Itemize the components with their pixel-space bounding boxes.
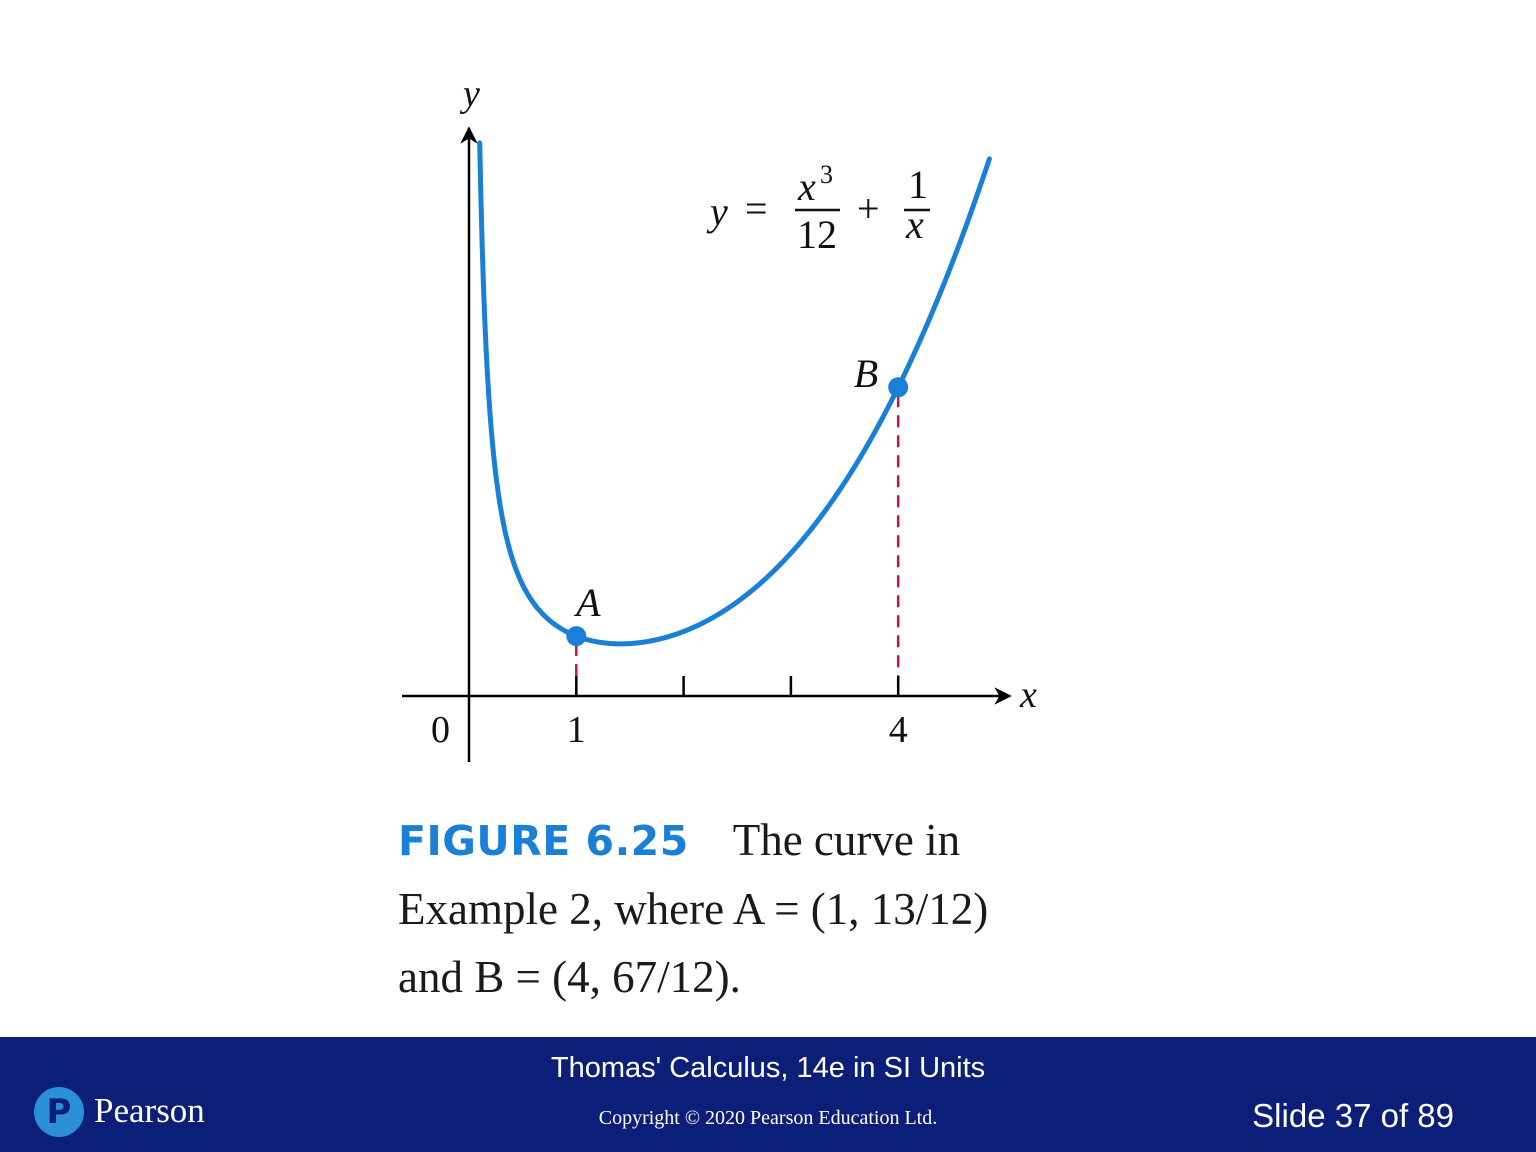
eq-num1-exp: 3	[820, 160, 833, 189]
caption-line-3: and B = (4, 67/12).	[398, 952, 741, 1002]
eq-lhs: y	[706, 189, 728, 234]
eq-equals: =	[745, 186, 768, 231]
x-axis-ticks	[575, 676, 900, 696]
eq-plus: +	[857, 186, 880, 231]
curve-series	[477, 140, 992, 647]
figure-label: FIGURE 6.25	[398, 817, 689, 865]
point-B	[888, 377, 909, 398]
eq-den1: 12	[797, 212, 837, 257]
eq-num1: x	[797, 164, 816, 209]
x-tick-label-4: 4	[889, 709, 908, 751]
labeled-points: AB	[566, 351, 909, 647]
copyright-notice: Copyright © 2020 Pearson Education Ltd.	[598, 1107, 938, 1129]
x-axis-label: x	[1019, 674, 1037, 716]
caption-line-2: Example 2, where A = (1, 13/12)	[398, 884, 989, 934]
origin-label: 0	[431, 709, 450, 751]
pearson-p-icon: P	[34, 1087, 84, 1137]
eq-den2: x	[905, 202, 924, 247]
book-title: Thomas' Calculus, 14e in SI Units	[550, 1052, 986, 1084]
slide-footer: Thomas' Calculus, 14e in SI Units Copyri…	[0, 1037, 1536, 1152]
point-label-B: B	[854, 351, 878, 396]
caption-text-1: The curve in	[732, 815, 961, 865]
figure-caption: FIGURE 6.25 The curve in Example 2, where…	[398, 806, 1158, 1011]
x-tick-label-1: 1	[567, 709, 586, 751]
y-axis-label: y	[459, 73, 480, 115]
point-A	[566, 626, 587, 647]
dashed-drop-lines	[575, 395, 900, 696]
curve-equation: y = x 3 12 + 1 x	[706, 160, 930, 257]
pearson-wordmark: Pearson	[94, 1091, 205, 1130]
caption-line-1: FIGURE 6.25 The curve in	[398, 806, 1158, 875]
slide-number: Slide 37 of 89	[1252, 1097, 1454, 1134]
point-label-A: A	[573, 580, 601, 625]
eq-num2: 1	[908, 162, 928, 207]
